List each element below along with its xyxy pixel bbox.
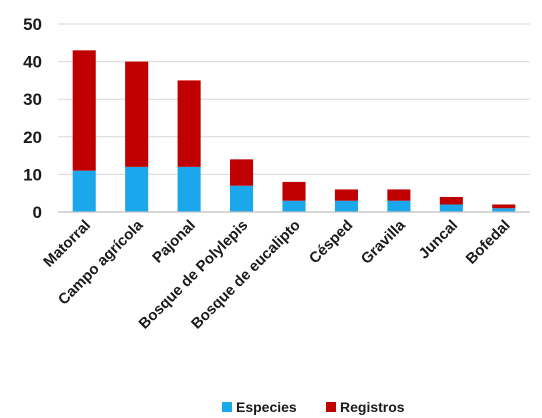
bar-especies-pajonal xyxy=(177,166,201,212)
legend: Especies Registros xyxy=(222,399,405,415)
bar-registros-campo-agricola xyxy=(125,61,149,167)
bar-registros-bosque-de-polylepis xyxy=(230,159,254,186)
legend-swatch-especies xyxy=(222,402,232,412)
y-tick-label-30: 30 xyxy=(23,90,42,109)
bar-especies-juncal xyxy=(439,204,463,212)
y-tick-label-0: 0 xyxy=(33,203,42,222)
y-tick-label-20: 20 xyxy=(23,128,42,147)
bar-registros-bosque-de-eucalipto xyxy=(282,181,306,201)
bar-registros-gravilla xyxy=(387,189,411,201)
x-tick-label-bofedal: Bofedal xyxy=(463,217,514,268)
bar-registros-pajonal xyxy=(177,80,201,167)
bar-especies-bosque-de-eucalipto xyxy=(282,200,306,212)
bar-registros-cesped xyxy=(334,189,358,201)
bar-especies-gravilla xyxy=(387,200,411,212)
bar-registros-bofedal xyxy=(492,204,516,209)
legend-swatch-registros xyxy=(326,402,336,412)
bar-especies-cesped xyxy=(334,200,358,212)
x-tick-label-gravilla: Gravilla xyxy=(358,216,409,267)
bars xyxy=(72,50,516,212)
bar-especies-matorral xyxy=(72,170,96,212)
bar-registros-matorral xyxy=(72,50,96,171)
y-tick-label-10: 10 xyxy=(23,165,42,184)
bar-especies-campo-agricola xyxy=(125,166,149,212)
bar-especies-bofedal xyxy=(492,208,516,212)
bar-registros-juncal xyxy=(439,196,463,205)
x-tick-label-pajonal: Pajonal xyxy=(149,217,199,267)
x-tick-label-matorral: Matorral xyxy=(40,217,94,271)
x-tick-label-juncal: Juncal xyxy=(416,217,462,263)
legend-label-registros: Registros xyxy=(340,399,405,415)
bar-especies-bosque-de-polylepis xyxy=(230,185,254,212)
y-axis: 0 10 20 30 40 50 xyxy=(23,15,42,222)
y-tick-label-40: 40 xyxy=(23,53,42,72)
y-tick-label-50: 50 xyxy=(23,15,42,34)
legend-label-especies: Especies xyxy=(236,399,297,415)
x-tick-label-cesped: Césped xyxy=(306,217,356,267)
